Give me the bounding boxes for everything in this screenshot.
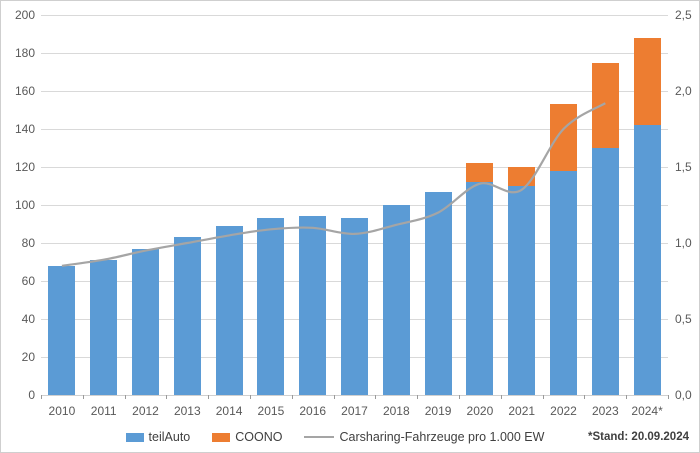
x-axis-tick bbox=[626, 395, 628, 399]
line-swatch-icon bbox=[304, 436, 335, 438]
x-axis-label-2014: 2014 bbox=[215, 404, 243, 418]
left-axis-label: 80 bbox=[21, 236, 35, 250]
x-axis-tick bbox=[333, 395, 335, 399]
left-axis-label: 180 bbox=[14, 46, 35, 60]
bar-segment-coono-2022 bbox=[550, 104, 577, 171]
legend-label-coono: COONO bbox=[235, 430, 283, 444]
x-axis-label-2020: 2020 bbox=[466, 404, 494, 418]
bar-segment-coono-2024* bbox=[633, 37, 661, 126]
legend-item-coono: COONO bbox=[212, 430, 282, 444]
bar-segment-teilauto-2022 bbox=[550, 170, 577, 395]
bar-segment-coono-2023 bbox=[591, 62, 619, 148]
bar-segment-teilauto-2010 bbox=[48, 265, 76, 395]
left-axis-label: 20 bbox=[21, 350, 35, 364]
x-axis-tick bbox=[124, 395, 126, 399]
right-axis-label: 2,5 bbox=[675, 8, 692, 22]
x-axis-label-2013: 2013 bbox=[173, 404, 201, 418]
x-axis-label-2022: 2022 bbox=[550, 404, 577, 418]
bar-segment-teilauto-2023 bbox=[591, 148, 619, 395]
left-axis-label: 120 bbox=[14, 160, 35, 174]
x-axis-label-2010: 2010 bbox=[48, 404, 76, 418]
x-axis-tick bbox=[584, 395, 586, 399]
bar-segment-teilauto-2021 bbox=[508, 186, 536, 395]
x-axis-tick bbox=[542, 395, 544, 399]
right-axis-label: 1,5 bbox=[675, 160, 692, 174]
legend-item-line: Carsharing-Fahrzeuge pro 1.000 EW bbox=[304, 430, 544, 444]
gridline bbox=[41, 52, 668, 54]
left-axis-label: 60 bbox=[21, 274, 35, 288]
x-axis-label-2024: 2024* bbox=[631, 404, 663, 418]
x-axis-tick bbox=[459, 395, 460, 399]
x-axis-label-2019: 2019 bbox=[424, 404, 452, 418]
right-axis-label: 0,0 bbox=[675, 388, 692, 402]
legend-label-teilauto: teilAuto bbox=[148, 430, 191, 444]
left-axis-label: 200 bbox=[14, 8, 35, 22]
bar-segment-teilauto-2016 bbox=[299, 216, 327, 395]
left-axis-label: 0 bbox=[28, 388, 35, 402]
legend-item-teilauto: teilAuto bbox=[125, 430, 191, 444]
bar-segment-teilauto-2011 bbox=[90, 260, 118, 395]
gridline bbox=[41, 90, 668, 92]
x-axis-tick bbox=[166, 395, 168, 399]
legend: teilAuto COONO Carsharing-Fahrzeuge pro … bbox=[1, 428, 669, 446]
bar-segment-teilauto-2019 bbox=[424, 191, 452, 395]
x-axis-tick bbox=[375, 395, 377, 399]
x-axis-label-2015: 2015 bbox=[257, 404, 285, 418]
bar-segment-teilauto-2014 bbox=[215, 225, 243, 395]
x-axis-label-2018: 2018 bbox=[382, 404, 410, 418]
x-axis-tick bbox=[291, 395, 293, 399]
x-axis-line bbox=[41, 395, 668, 396]
x-axis-label-2021: 2021 bbox=[508, 404, 536, 418]
right-axis-label: 2,0 bbox=[675, 84, 692, 98]
x-axis-label-2023: 2023 bbox=[591, 404, 619, 418]
left-axis-label: 160 bbox=[14, 84, 35, 98]
bar-segment-teilauto-2024* bbox=[633, 125, 661, 395]
left-axis-label: 40 bbox=[21, 312, 35, 326]
x-axis-label-2016: 2016 bbox=[299, 404, 327, 418]
bar-segment-teilauto-2013 bbox=[173, 237, 201, 395]
right-axis-label: 0,5 bbox=[675, 312, 692, 326]
bar-segment-coono-2021 bbox=[508, 167, 536, 186]
footnote: *Stand: 20.09.2024 bbox=[587, 431, 689, 443]
bar-segment-coono-2020 bbox=[466, 163, 494, 183]
left-axis-label: 140 bbox=[14, 122, 35, 136]
x-axis-tick bbox=[500, 395, 502, 399]
left-axis-label: 100 bbox=[14, 198, 35, 212]
x-axis-tick bbox=[208, 395, 210, 399]
x-axis-label-2017: 2017 bbox=[341, 404, 368, 418]
bar-segment-teilauto-2017 bbox=[341, 218, 368, 395]
x-axis-label-2011: 2011 bbox=[90, 404, 117, 418]
teilauto-swatch-icon bbox=[125, 432, 144, 442]
bar-segment-teilauto-2012 bbox=[132, 248, 159, 395]
x-axis-tick bbox=[82, 395, 84, 399]
x-axis-tick bbox=[417, 395, 419, 399]
coono-swatch-icon bbox=[212, 432, 231, 442]
bar-segment-teilauto-2015 bbox=[257, 218, 285, 395]
gridline bbox=[41, 14, 668, 16]
x-axis-label-2012: 2012 bbox=[132, 404, 159, 418]
x-axis-tick bbox=[668, 395, 669, 399]
bar-segment-teilauto-2018 bbox=[382, 205, 410, 395]
bar-segment-teilauto-2020 bbox=[466, 182, 494, 395]
x-axis-tick bbox=[41, 395, 42, 399]
right-axis-label: 1,0 bbox=[675, 236, 692, 250]
x-axis-tick bbox=[250, 395, 251, 399]
legend-label-line: Carsharing-Fahrzeuge pro 1.000 EW bbox=[339, 430, 545, 444]
